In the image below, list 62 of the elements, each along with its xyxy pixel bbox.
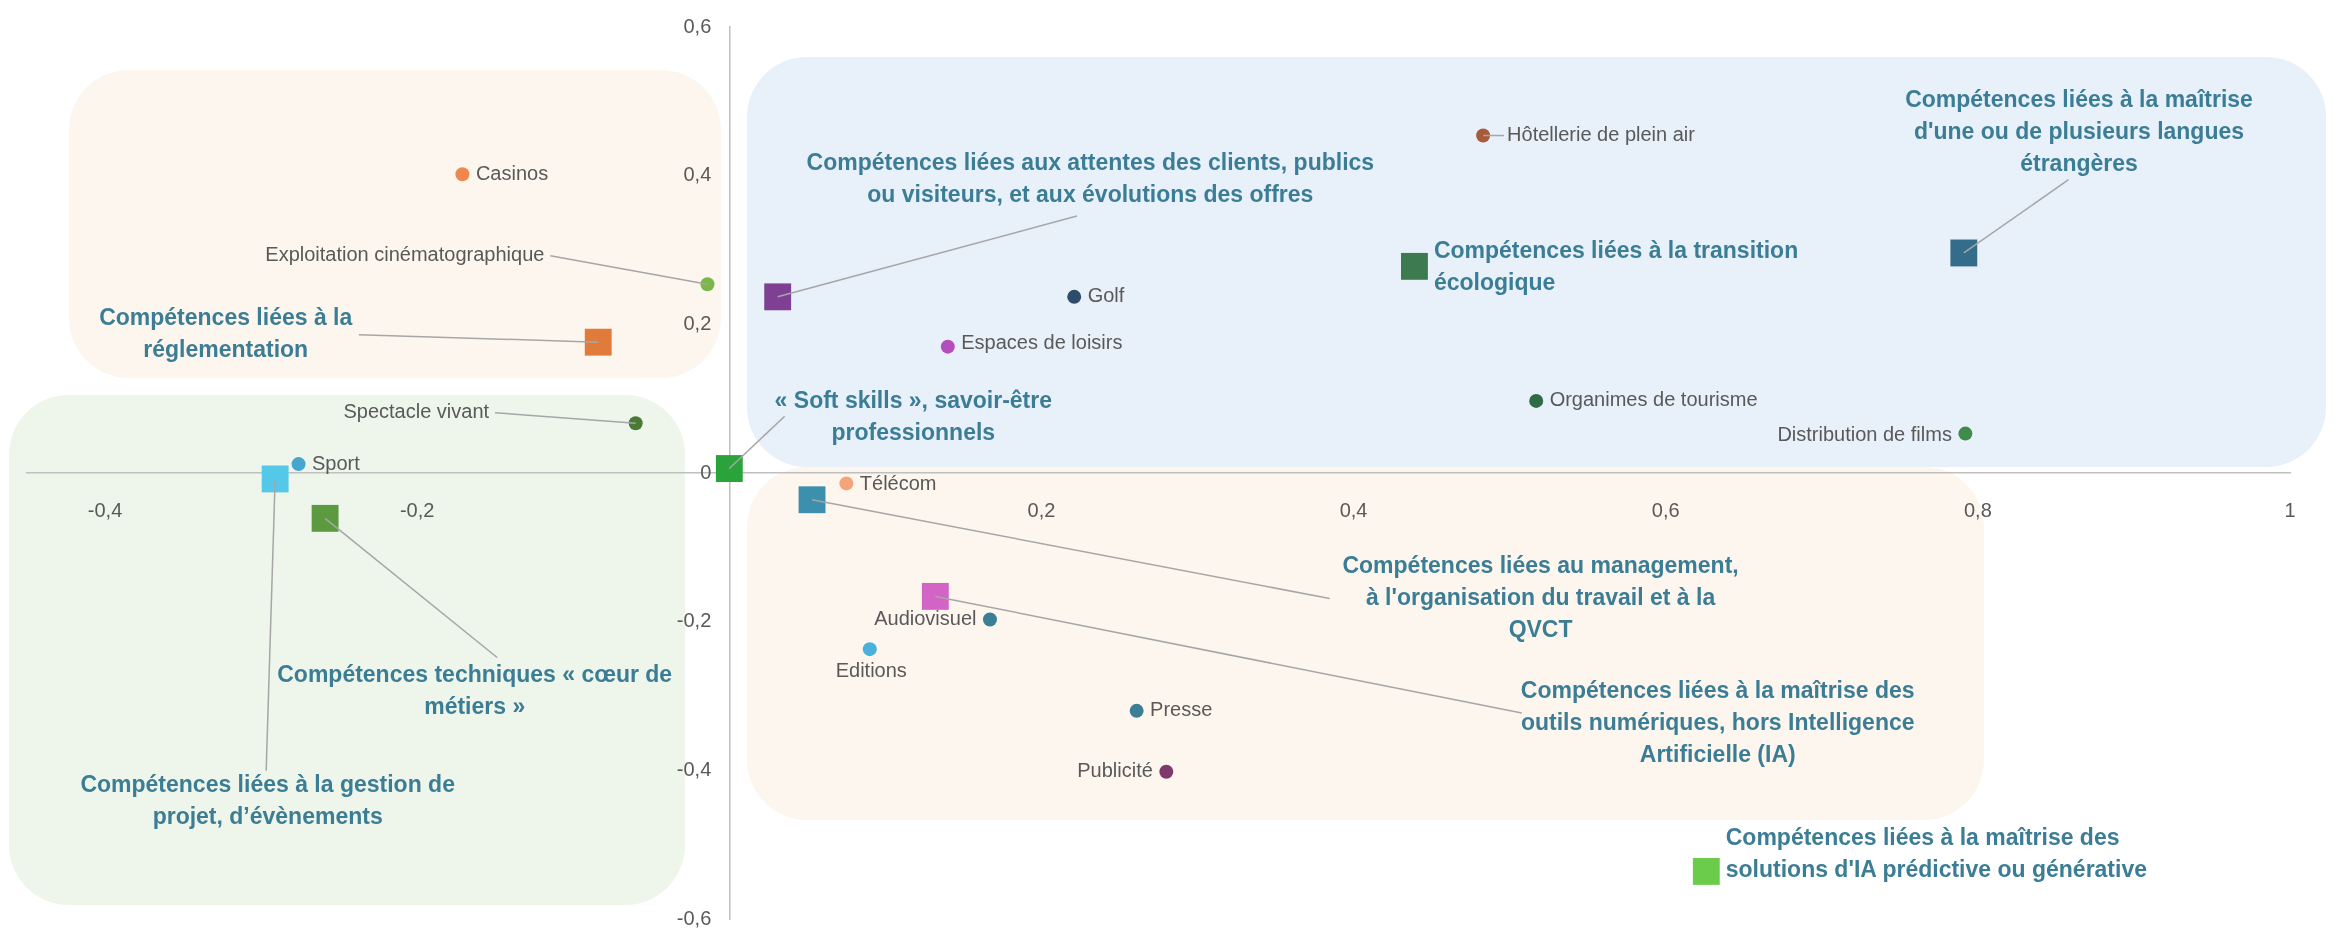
point (798, 486, 826, 514)
point (261, 465, 289, 493)
annotation: Presse (1150, 698, 1213, 721)
point (839, 476, 854, 491)
y-tick-label: 0,6 (683, 14, 712, 37)
point (862, 642, 877, 657)
annotation: Casinos (475, 161, 549, 184)
point (1476, 128, 1491, 143)
x-tick-label: 0,2 (1027, 498, 1056, 521)
point (455, 167, 470, 182)
x-tick-label: 1 (2284, 498, 2296, 521)
point (311, 504, 339, 532)
point (1958, 426, 1973, 441)
point (1401, 252, 1428, 280)
point (1067, 289, 1082, 304)
point (940, 339, 955, 354)
annotation: Editions (835, 659, 907, 682)
x-tick-label: 0,8 (1963, 498, 1992, 521)
y-tick-label: 0,4 (683, 163, 712, 186)
annotation: « Soft skills », savoir-être professionnels (774, 386, 1053, 445)
annotation: Compétences liées à la maîtrise des solutions d'IA prédictive ou générative (1725, 823, 2148, 882)
x-tick-label: 0,6 (1651, 498, 1680, 521)
annotation: Publicité (1077, 759, 1153, 782)
point (715, 455, 743, 482)
point (921, 582, 949, 610)
annotation: Compétences liées à la réglementation (99, 303, 353, 362)
point (1129, 703, 1144, 718)
point (584, 328, 612, 356)
point (1950, 239, 1978, 267)
point (1692, 857, 1720, 885)
annotation: Spectacle vivant (343, 400, 490, 423)
annotation: Compétences liées aux attentes des clients, publics ou visiteurs, et aux évolutions des offres (806, 149, 1375, 208)
annotation: Compétences liées à la transition écologique (1433, 236, 1799, 295)
annotation: Télécom (859, 472, 937, 495)
annotation: Hôtellerie de plein air (1507, 123, 1696, 146)
annotation: Golf (1087, 284, 1125, 307)
annotation: Organimes de tourisme (1549, 388, 1758, 411)
annotation: Compétences techniques « cœur de métiers » (277, 660, 673, 719)
x-tick-label: 0,4 (1339, 498, 1368, 521)
y-tick-label: 0,2 (683, 311, 712, 334)
annotation: Compétences liées à la gestion de projet, d’évènements (80, 770, 455, 829)
annotation: Distribution de films (1777, 422, 1952, 445)
annotation: Audiovisuel (874, 606, 977, 629)
point (982, 612, 997, 627)
point (764, 283, 792, 311)
annotation: Compétences liées au management, à l'organisation du travail et à la QVCT (1342, 552, 1739, 643)
y-tick-label: -0,6 (676, 906, 712, 929)
annotation: Exploitation cinématographique (265, 243, 545, 266)
point (700, 277, 715, 292)
annotation: Espaces de loisirs (961, 331, 1123, 354)
annotation: Compétences liées à la maîtrise des outils numériques, hors Intelligence Artificielle (IA) (1520, 677, 1915, 768)
annotation: Sport (312, 451, 361, 474)
y-tick-label: 0 (700, 460, 712, 483)
annotation: Compétences liées à la maîtrise d'une ou de plusieurs langues étrangères (1905, 85, 2253, 176)
y-tick-label: -0,2 (676, 609, 712, 632)
x-tick-label: -0,2 (399, 498, 435, 521)
point (291, 457, 306, 472)
x-tick-label: -0,4 (87, 498, 123, 521)
point (1159, 764, 1174, 779)
point (1529, 393, 1544, 408)
y-tick-label: -0,4 (676, 757, 712, 780)
point (628, 416, 643, 431)
